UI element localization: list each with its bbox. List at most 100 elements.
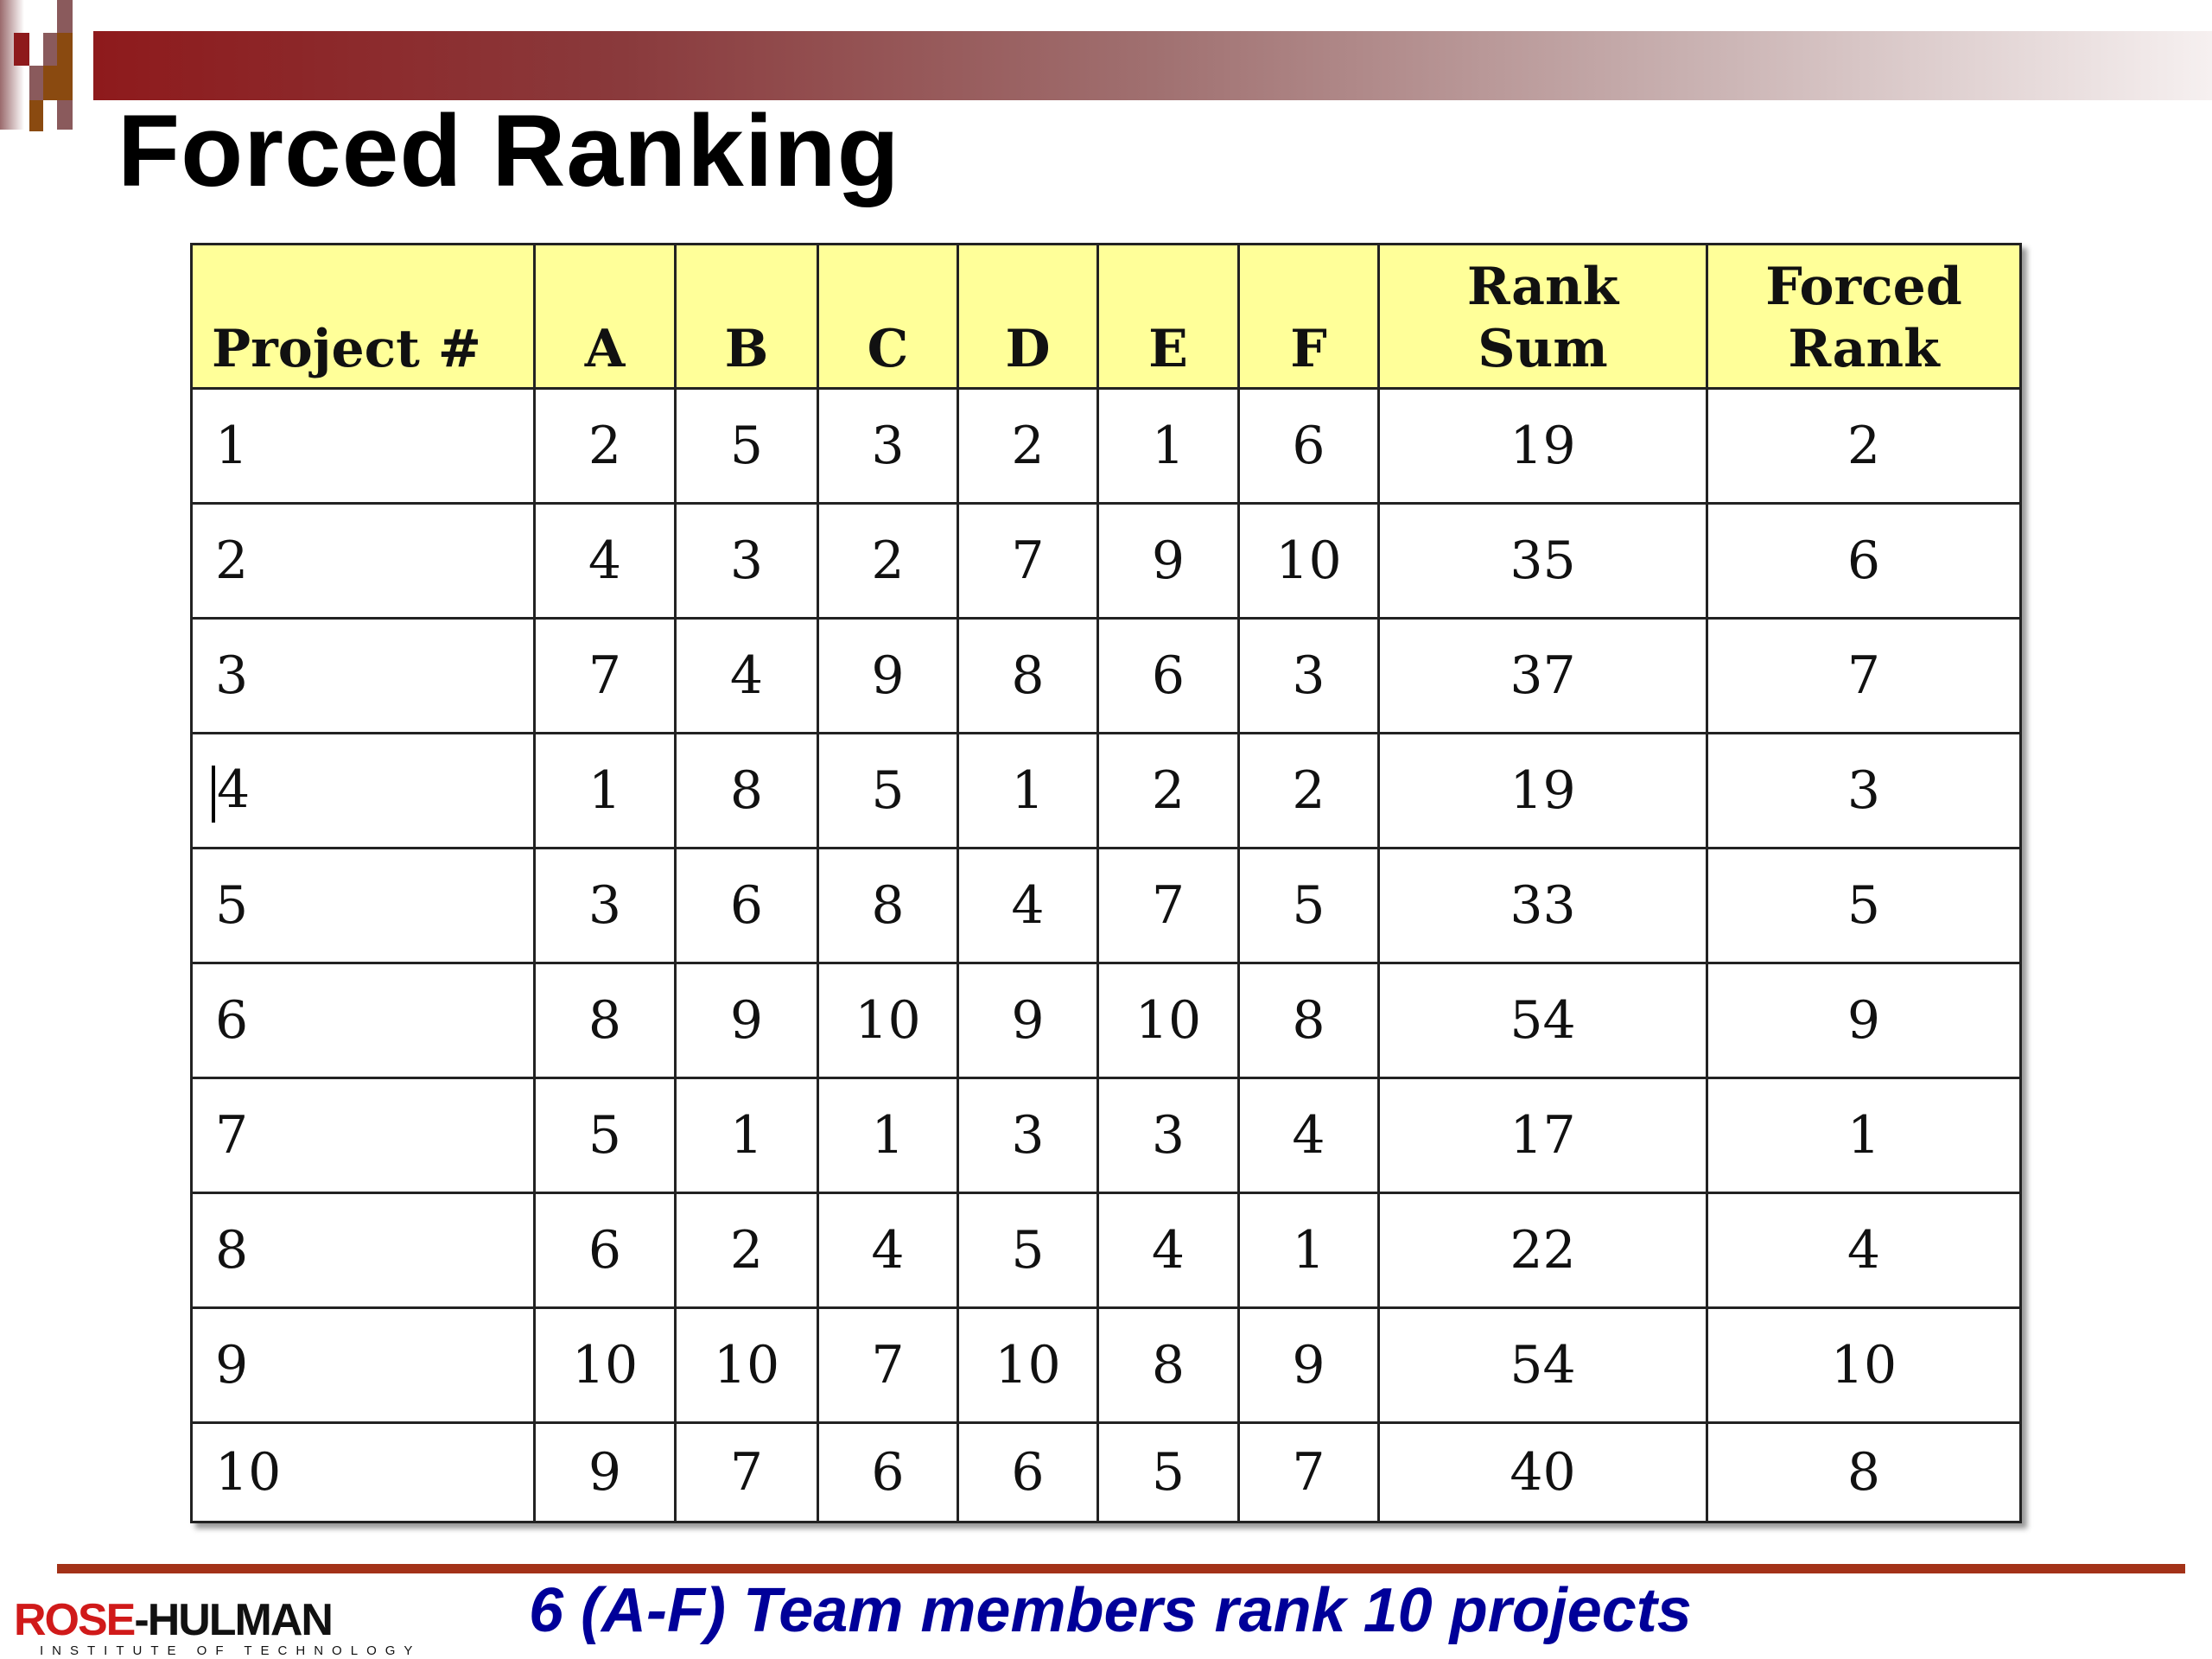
cell-project: 10 [190,1421,536,1523]
cell-forced-rank: 10 [1706,1306,2022,1424]
cell-project: 3 [190,617,536,734]
cell-c: 8 [817,847,959,964]
cell-d: 2 [957,387,1099,505]
cell-forced-rank: 1 [1706,1077,2022,1194]
header-forced-rank-line2: Rank [1788,319,1940,379]
cell-forced-rank: 5 [1706,847,2022,964]
cell-d: 10 [957,1306,1099,1424]
cell-d: 6 [957,1421,1099,1523]
cell-forced-rank: 9 [1706,962,2022,1079]
cell-forced-rank: 8 [1706,1421,2022,1523]
header-forced-rank-line1: Forced [1765,257,1962,317]
cell-a: 2 [533,387,677,505]
cell-rank-sum: 40 [1377,1421,1708,1523]
slide-title: Forced Ranking [118,94,900,208]
cell-f: 3 [1237,617,1380,734]
cell-f: 1 [1237,1192,1380,1309]
cell-a: 3 [533,847,677,964]
cell-f: 2 [1237,732,1380,849]
cell-rank-sum: 19 [1377,732,1708,849]
cell-a: 6 [533,1192,677,1309]
header-forced-rank: Forced Rank [1706,243,2022,390]
cell-f: 10 [1237,502,1380,620]
cell-e: 6 [1096,617,1240,734]
cell-a: 8 [533,962,677,1079]
cell-forced-rank: 7 [1706,617,2022,734]
logo-hulman: -HULMAN [134,1595,334,1645]
cell-project: 9 [190,1306,536,1424]
cell-e: 1 [1096,387,1240,505]
cell-d: 9 [957,962,1099,1079]
cell-forced-rank: 4 [1706,1192,2022,1309]
cell-e: 5 [1096,1421,1240,1523]
cell-rank-sum: 22 [1377,1192,1708,1309]
cell-project: 5 [190,847,536,964]
cell-c: 7 [817,1306,959,1424]
cell-a: 1 [533,732,677,849]
cell-rank-sum: 33 [1377,847,1708,964]
ranking-table: Project # A B C D E F Rank Sum Forced Rank… [190,243,2022,1523]
cell-project: 1 [190,387,536,505]
header-rank-sum-line1: Rank [1466,257,1619,317]
cell-b: 5 [674,387,819,505]
header-project: Project # [190,243,536,390]
cell-rank-sum: 37 [1377,617,1708,734]
cell-c: 3 [817,387,959,505]
table-row: 2 4 3 2 7 9 10 35 6 [190,502,2022,620]
header-d: D [957,243,1099,390]
cell-d: 7 [957,502,1099,620]
cell-f: 9 [1237,1306,1380,1424]
cell-f: 4 [1237,1077,1380,1194]
cell-a: 4 [533,502,677,620]
decor-square [43,66,57,100]
cell-e: 9 [1096,502,1240,620]
table-row: 8 6 2 4 5 4 1 22 4 [190,1192,2022,1309]
cell-rank-sum: 17 [1377,1077,1708,1194]
cell-project: 8 [190,1192,536,1309]
header-b: B [674,243,819,390]
cell-e: 2 [1096,732,1240,849]
cell-b: 4 [674,617,819,734]
decor-square [14,33,29,66]
cell-c: 9 [817,617,959,734]
cell-c: 2 [817,502,959,620]
cell-forced-rank: 2 [1706,387,2022,505]
cell-d: 8 [957,617,1099,734]
cell-project: 2 [190,502,536,620]
cell-project: 4 [190,732,536,849]
cell-project: 6 [190,962,536,1079]
cell-rank-sum: 35 [1377,502,1708,620]
cell-rank-sum: 54 [1377,962,1708,1079]
title-gradient-bar [93,31,2212,100]
decor-square [57,33,73,100]
cell-b: 2 [674,1192,819,1309]
table-row: 3 7 4 9 8 6 3 37 7 [190,617,2022,734]
footer-rule [57,1564,2185,1573]
table-row: 1 2 5 3 2 1 6 19 2 [190,387,2022,505]
cell-d: 1 [957,732,1099,849]
cell-c: 1 [817,1077,959,1194]
cell-f: 8 [1237,962,1380,1079]
cell-b: 3 [674,502,819,620]
cell-e: 7 [1096,847,1240,964]
cell-forced-rank: 6 [1706,502,2022,620]
table-row: 5 3 6 8 4 7 5 33 5 [190,847,2022,964]
table-header-row: Project # A B C D E F Rank Sum Forced Rank [190,243,2022,390]
slide-subtitle: 6 (A-F) Team members rank 10 projects [529,1576,1692,1645]
table-row: 9 10 10 7 10 8 9 54 10 [190,1306,2022,1424]
cell-rank-sum: 54 [1377,1306,1708,1424]
cell-d: 4 [957,847,1099,964]
cell-e: 8 [1096,1306,1240,1424]
cell-forced-rank: 3 [1706,732,2022,849]
logo-wordmark: ROSE-HULMAN [14,1597,480,1643]
cell-d: 5 [957,1192,1099,1309]
table-row: 10 9 7 6 6 5 7 40 8 [190,1421,2022,1523]
table-row: 7 5 1 1 3 3 4 17 1 [190,1077,2022,1194]
cell-f: 7 [1237,1421,1380,1523]
cell-e: 10 [1096,962,1240,1079]
rose-hulman-logo: ROSE-HULMAN INSTITUTE OF TECHNOLOGY [14,1597,480,1659]
cell-d: 3 [957,1077,1099,1194]
header-rank-sum: Rank Sum [1377,243,1708,390]
header-c: C [817,243,959,390]
table-row: 4 1 8 5 1 2 2 19 3 [190,732,2022,849]
